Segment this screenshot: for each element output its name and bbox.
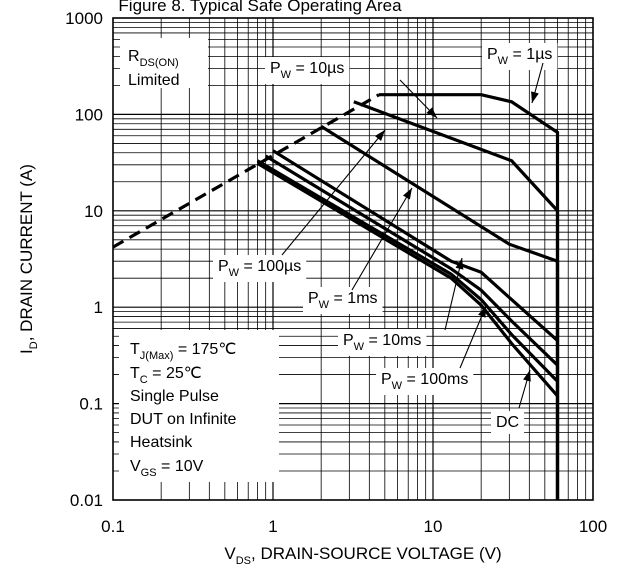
rds-limited-group: RDS(ON) Limited: [120, 38, 208, 89]
plot-frame: [112, 17, 594, 501]
condition-line-0: TJ(Max) = 175℃: [130, 341, 236, 362]
condition-line-3: DUT on Infinite: [130, 411, 237, 428]
condition-line-4: Heatsink: [130, 434, 193, 451]
label-pw-1us-bg: [482, 43, 558, 70]
y-tick-label: 1000: [65, 9, 103, 28]
label-pw-1ms: PW = 1ms: [308, 290, 378, 311]
label-pw-100us-group: PW = 100µs: [213, 255, 307, 282]
label-pw-10us-group: PW = 10µs: [265, 57, 350, 84]
series-line-6: [256, 159, 559, 383]
conditions-bg: [119, 330, 279, 482]
arrow-pw-100us: [281, 129, 386, 256]
label-pw-1us-group: PW = 1µs: [482, 43, 558, 70]
label-pw-10us: PW = 10µs: [270, 60, 344, 81]
y-tick-label: 1: [94, 298, 103, 317]
arrow-pw-10us-head: [426, 107, 437, 118]
arrow-pw-100ms: [459, 305, 487, 369]
arrow-pw-1us-head: [531, 91, 539, 103]
series-line-5: [264, 154, 559, 367]
condition-line-5: VGS = 10V: [130, 458, 204, 479]
label-pw-100us: PW = 100µs: [218, 258, 301, 279]
label-pw-10ms: PW = 10ms: [343, 332, 421, 353]
condition-line-1: TC = 25℃: [130, 365, 202, 386]
label-pw-1ms-bg: [303, 287, 383, 314]
label-pw-100ms-bg: [376, 368, 474, 395]
series-line-0: [112, 93, 380, 249]
label-dc-group: DC: [491, 411, 525, 434]
y-tick-label: 100: [75, 105, 103, 124]
axis-titles: VDS, DRAIN-SOURCE VOLTAGE (V) ID, DRAIN C…: [17, 164, 502, 565]
y-tick-label: 10: [84, 202, 103, 221]
rds-limited-label-line1: RDS(ON): [128, 48, 179, 69]
x-tick-label: 10: [424, 517, 443, 536]
x-tick-label: 0.1: [101, 517, 125, 536]
arrow-pw-1ms: [351, 187, 413, 291]
label-pw-100ms-group: PW = 100ms: [376, 368, 474, 395]
arrow-pw-10ms: [444, 257, 463, 331]
series-line-2: [353, 100, 560, 500]
arrow-pw-100us-head: [374, 130, 385, 142]
x-tick-label: 100: [579, 517, 607, 536]
series-line-1: [379, 93, 560, 500]
condition-line-2: Single Pulse: [130, 388, 219, 405]
y-tick-label: 0.1: [79, 395, 103, 414]
arrow-pw-10ms-head: [455, 258, 464, 270]
conditions-group: TJ(Max) = 175℃ TC = 25℃ Single Pulse DUT on…: [119, 330, 279, 482]
x-axis-title: VDS, DRAIN-SOURCE VOLTAGE (V): [224, 544, 501, 565]
label-pw-10ms-group: PW = 10ms: [338, 329, 427, 356]
tick-labels: 0.1 1 10 100 1000 100 10 1 0.1 0.01: [65, 9, 607, 536]
rds-limited-label-line2: Limited: [128, 72, 180, 89]
label-pw-1ms-group: PW = 1ms: [303, 287, 383, 314]
label-pw-10ms-bg: [338, 329, 427, 356]
label-pw-10us-bg: [265, 57, 350, 84]
y-axis-title: ID, DRAIN CURRENT (A): [17, 164, 40, 354]
arrow-dc-head: [523, 370, 531, 382]
series-line-4: [272, 149, 559, 342]
rds-limited-bg: [120, 38, 208, 88]
label-pw-1us: PW = 1µs: [487, 46, 552, 67]
arrow-pw-1ms-head: [402, 188, 412, 200]
label-pw-100ms: PW = 100ms: [381, 371, 468, 392]
x-tick-label: 1: [268, 517, 277, 536]
arrow-pw-100ms-head: [478, 306, 486, 318]
label-pw-100us-bg: [213, 255, 307, 282]
annotation-layer: RDS(ON) Limited PW = 1µs PW = 10µs PW = 100µ…: [119, 38, 558, 482]
label-dc: DC: [496, 414, 519, 431]
y-tick-label: 0.01: [70, 491, 103, 510]
label-dc-bg: [491, 411, 525, 434]
series-line-7: [256, 162, 559, 398]
series-layer: [112, 93, 560, 500]
chart-title: Figure 8. Typical Safe Operating Area: [118, 0, 402, 15]
